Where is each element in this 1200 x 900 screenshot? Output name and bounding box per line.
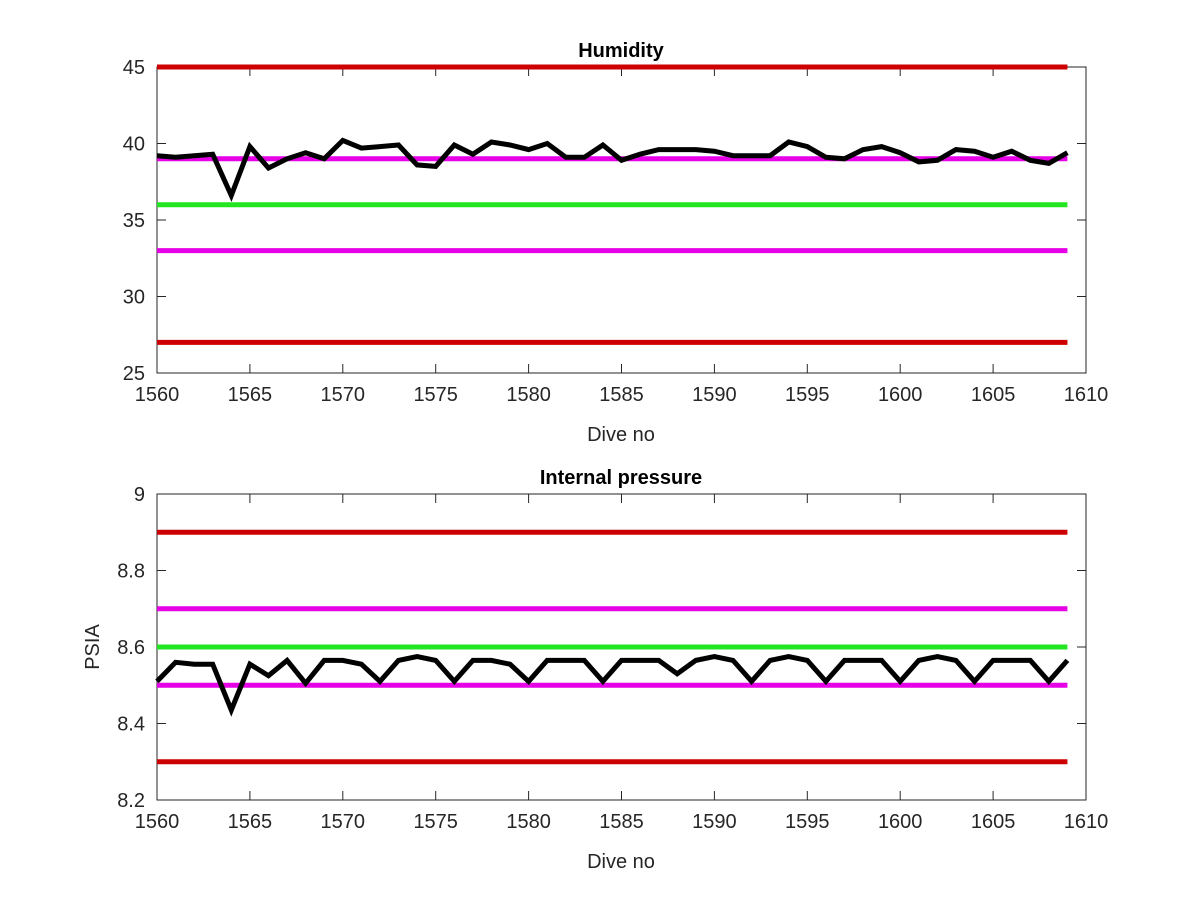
x-tick-label: 1560 [135,811,180,833]
data-series-line [156,137,1069,203]
data-series-line [155,654,1070,717]
y-tick-label: 8.2 [117,790,145,812]
x-tick-label: 1610 [1064,384,1109,406]
x-tick-label: 1600 [878,811,923,833]
y-tick-label: 30 [123,287,145,309]
y-tick-label: 8.6 [117,637,145,659]
x-tick-label: 1565 [228,384,273,406]
x-tick-label: 1590 [692,384,737,406]
x-tick-label: 1565 [228,811,273,833]
x-tick-label: 1580 [506,811,551,833]
x-tick-label: 1580 [506,384,551,406]
x-axis-label: Dive no [587,851,655,873]
x-tick-label: 1585 [599,811,644,833]
y-tick-label: 35 [123,210,145,232]
x-tick-label: 1595 [785,811,830,833]
y-axis-label: PSIA [82,624,104,670]
chart-title: Humidity [578,40,664,62]
humidity-panel: Humidity Dive no 1560 1565 1570 1575 1580 158… [123,40,1109,446]
x-tick-label: 1570 [321,384,366,406]
x-axis-label: Dive no [587,424,655,446]
y-tick-label: 25 [123,363,145,385]
chart-title: Internal pressure [540,467,702,489]
x-tick-label: 1570 [321,811,366,833]
x-tick-label: 1610 [1064,811,1109,833]
x-tick-label: 1605 [971,811,1016,833]
x-tick-label: 1560 [135,384,180,406]
x-tick-label: 1585 [599,384,644,406]
x-tick-label: 1600 [878,384,923,406]
y-tick-label: 45 [123,57,145,79]
y-tick-label: 8.4 [117,714,145,736]
x-tick-label: 1575 [413,384,458,406]
y-tick-label: 40 [123,134,145,156]
y-tick-label: 8.8 [117,561,145,583]
internal-pressure-panel: Internal pressure Dive no PSIA 1560 1565 1… [82,467,1108,873]
x-tick-label: 1575 [413,811,458,833]
x-tick-label: 1590 [692,811,737,833]
y-tick-label: 9 [134,484,145,506]
x-tick-label: 1605 [971,384,1016,406]
x-tick-label: 1595 [785,384,830,406]
